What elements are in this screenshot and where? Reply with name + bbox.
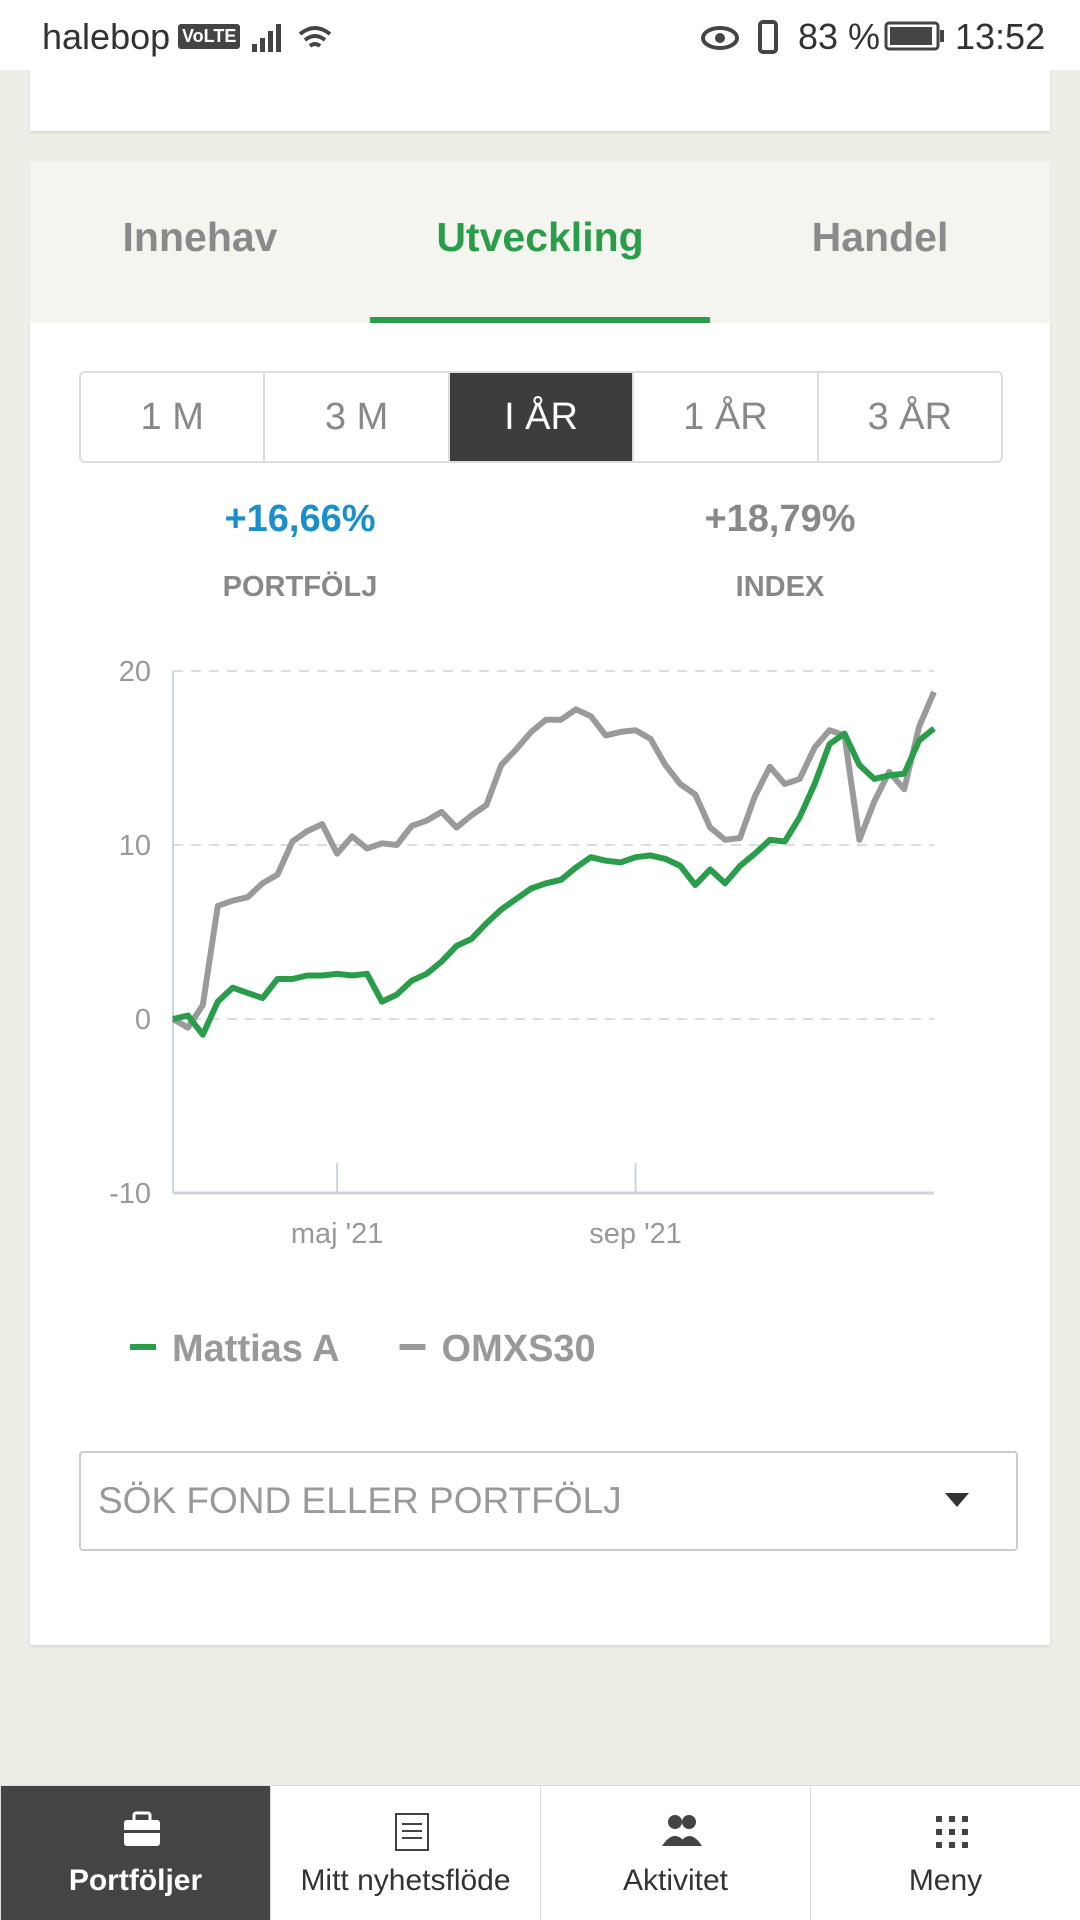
card — [30, 323, 1050, 1645]
legend-swatch — [399, 1344, 426, 1350]
nav-icon — [395, 1813, 429, 1851]
nav-item[interactable]: Portföljer — [0, 1786, 270, 1920]
card-top — [30, 70, 1050, 131]
x-tick-label: sep '21 — [589, 1218, 682, 1250]
legend-label: OMXS30 — [442, 1328, 596, 1370]
dropdown-arrow — [945, 1493, 969, 1507]
tab-bar: Innehav Utveckling Handel — [30, 162, 1050, 323]
clock: 13:52 — [955, 16, 1046, 57]
nav-label: Mitt nyhetsflöde — [300, 1864, 511, 1897]
search-dropdown[interactable]: SÖK FOND ELLER PORTFÖLJ — [79, 1451, 1018, 1551]
y-tick-label: -10 — [109, 1178, 151, 1210]
stat-portfolio: +16,66% PORTFÖLJ — [100, 498, 500, 604]
tab[interactable]: Innehav — [122, 214, 278, 260]
y-tick-label: 10 — [119, 830, 151, 862]
nav-item[interactable]: Mitt nyhetsflöde — [270, 1786, 540, 1920]
y-tick-label: 0 — [135, 1004, 151, 1036]
y-tick-label: 20 — [119, 656, 151, 688]
legend-label: Mattias A — [172, 1328, 340, 1370]
tab[interactable]: Utveckling — [370, 162, 710, 323]
carrier: halebop — [42, 16, 171, 57]
stat-label: PORTFÖLJ — [222, 571, 378, 603]
nav-label: Meny — [908, 1864, 983, 1897]
nav-icon — [124, 1811, 160, 1846]
x-tick-label: maj '21 — [291, 1218, 384, 1250]
series-line — [172, 726, 936, 1038]
nav-icon — [936, 1816, 968, 1848]
network-badge: VoLTE — [178, 24, 241, 49]
stat-value: +16,66% — [224, 498, 376, 540]
stat-label: INDEX — [735, 571, 825, 603]
tab[interactable]: Handel — [811, 214, 949, 260]
stat-value: +18,79% — [704, 498, 856, 540]
signal-icons — [252, 24, 332, 52]
nav-item[interactable]: Aktivitet — [540, 1786, 810, 1920]
nav-label: Aktivitet — [622, 1864, 729, 1897]
chart: -10 0 10 20 maj '21 sep '21 Mattias A OMXS30 — [109, 656, 937, 1370]
search-placeholder: SÖK FOND ELLER PORTFÖLJ — [98, 1480, 622, 1521]
bottom-nav: Portföljer Mitt nyhetsflöde Aktivitet Meny — [0, 1785, 1080, 1920]
status-icons — [701, 20, 778, 54]
period-button[interactable]: 3 M — [263, 373, 447, 461]
period-button[interactable]: I ÅR — [447, 373, 633, 461]
battery-level: 83 % — [798, 16, 881, 57]
period-button[interactable]: 3 ÅR — [816, 373, 1001, 461]
nav-label: Portföljer — [68, 1864, 203, 1897]
period-button[interactable]: 1 ÅR — [632, 373, 816, 461]
stat-index: +18,79% INDEX — [580, 498, 980, 604]
battery-icon — [884, 21, 944, 51]
nav-item[interactable]: Meny — [810, 1786, 1080, 1920]
nav-icon — [662, 1815, 702, 1846]
period-button[interactable]: 1 M — [140, 396, 204, 438]
series-line — [171, 690, 937, 1031]
legend-swatch — [130, 1344, 156, 1350]
status-bar: halebop VoLTE 83 % 13:52 — [0, 0, 1080, 70]
